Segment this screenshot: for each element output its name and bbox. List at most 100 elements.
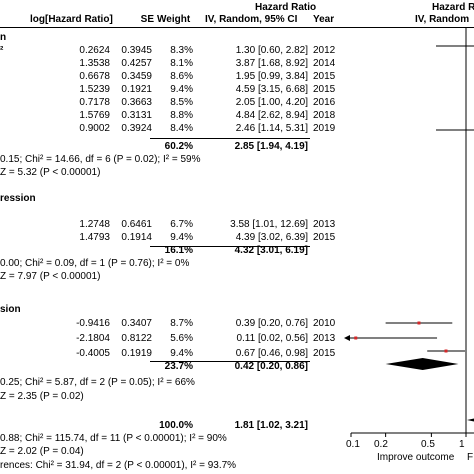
cell-se: 0.3663	[121, 97, 152, 108]
cell-log: 1.3538	[79, 58, 110, 69]
cell-log: 0.7178	[79, 97, 110, 108]
subtotal-rule	[150, 246, 310, 247]
cell-se: 0.3459	[121, 71, 152, 82]
overall-heterogeneity-text: 0.88; Chi² = 115.74, df = 11 (P < 0.0000…	[0, 433, 227, 444]
cell-weight: 8.8%	[170, 110, 193, 121]
cell-se: 0.3131	[121, 110, 152, 121]
cell-log: 0.6678	[79, 71, 110, 82]
cell-weight: 6.7%	[170, 219, 193, 230]
study-point	[417, 321, 421, 325]
group-title: sion	[0, 304, 21, 315]
cell-ci: 1.30 [0.60, 2.82]	[235, 45, 308, 56]
cell-year: 2016	[313, 97, 336, 108]
cell-weight: 8.6%	[170, 71, 193, 82]
cell-weight: 9.4%	[170, 84, 193, 95]
x-tick-label: 0.1	[346, 439, 360, 450]
cell-ci: 4.39 [3.02, 6.39]	[235, 232, 308, 243]
pooled-diamond	[385, 358, 459, 370]
hr-header-top: Hazard Ratio	[255, 2, 317, 13]
cell-log: 1.5239	[79, 84, 110, 95]
subtotal-ci: 0.42 [0.20, 0.86]	[234, 361, 308, 372]
x-tick-label: 0.5	[421, 439, 435, 450]
cell-se: 0.3945	[121, 45, 152, 56]
overall-effect-text: Z = 5.32 (P < 0.00001)	[0, 167, 101, 178]
cell-weight: 9.4%	[170, 348, 193, 359]
cell-log: -0.9416	[76, 318, 110, 329]
subtotal-weight: 60.2%	[164, 141, 193, 152]
cell-weight: 8.3%	[170, 45, 193, 56]
study-point	[444, 349, 448, 353]
cell-year: 2019	[313, 123, 336, 134]
col-weight: Weight	[157, 14, 191, 25]
subtotal-weight: 16.1%	[164, 245, 193, 256]
cell-ci: 4.59 [3.15, 6.68]	[235, 84, 308, 95]
cell-ci: 0.39 [0.20, 0.76]	[235, 318, 308, 329]
x-axis	[350, 28, 474, 437]
cell-year: 2015	[313, 71, 336, 82]
cell-se: 0.3924	[121, 123, 152, 134]
cell-log: -0.4005	[76, 348, 110, 359]
subtotal-ci: 2.85 [1.94, 4.19]	[234, 141, 308, 152]
cell-log: 0.9002	[79, 123, 110, 134]
cell-weight: 8.4%	[170, 123, 193, 134]
overall-weight: 100.0%	[159, 420, 193, 431]
cell-ci: 3.87 [1.68, 8.92]	[235, 58, 308, 69]
axis-label-left: Improve outcome	[377, 452, 455, 463]
subtotal-rule	[150, 138, 310, 139]
x-tick-label: 1	[459, 439, 465, 450]
overall-effect-text: Z = 2.02 (P = 0.04)	[0, 446, 84, 457]
cell-weight: 8.5%	[170, 97, 193, 108]
cell-log: 0.2624	[79, 45, 110, 56]
cell-year: 2014	[313, 58, 336, 69]
cell-weight: 8.7%	[170, 318, 193, 329]
cell-log: -2.1804	[76, 333, 110, 344]
cell-ci: 1.95 [0.99, 3.84]	[235, 71, 308, 82]
col-log-hr: log[Hazard Ratio]	[30, 14, 113, 25]
col-year: Year	[313, 14, 335, 25]
cell-se: 0.3407	[121, 318, 152, 329]
axis-label-right: F	[467, 452, 474, 463]
group-title: n	[0, 32, 7, 43]
pooled-diamond	[466, 418, 474, 422]
subgroup-differences-text: rences: Chi² = 31.94, df = 2 (P < 0.0000…	[0, 460, 237, 471]
cell-ci: 0.11 [0.02, 0.56]	[236, 333, 308, 344]
cell-se: 0.8122	[121, 333, 152, 344]
plot-marks	[344, 321, 474, 422]
study-point	[354, 336, 358, 340]
overall-effect-text: Z = 2.35 (P = 0.02)	[0, 391, 84, 402]
group-title: ression	[0, 193, 36, 204]
cell-year: 2018	[313, 110, 336, 121]
subtotal-ci: 4.32 [3.01, 6.19]	[234, 245, 308, 256]
header-rule	[0, 27, 474, 28]
cell-se: 0.1914	[121, 232, 152, 243]
cell-weight: 8.1%	[170, 58, 193, 69]
cell-se: 0.1919	[121, 348, 152, 359]
cell-year: 2015	[313, 232, 336, 243]
cell-ci: 3.58 [1.01, 12.69]	[230, 219, 308, 230]
overall-effect-text: Z = 7.97 (P < 0.00001)	[0, 271, 101, 282]
cell-weight: 9.4%	[170, 232, 193, 243]
cell-year: 2013	[313, 333, 336, 344]
cell-se: 0.4257	[121, 58, 152, 69]
col-se: SE	[140, 14, 154, 25]
cell-log: 1.2748	[79, 219, 110, 230]
cell-weight: 5.6%	[170, 333, 193, 344]
x-tick-label: 0.2	[374, 439, 388, 450]
col-ci: IV, Random, 95% CI	[205, 14, 298, 25]
heterogeneity-text: 0.25; Chi² = 5.87, df = 2 (P = 0.05); I²…	[0, 377, 195, 388]
heterogeneity-text: 0.15; Chi² = 14.66, df = 6 (P = 0.02); I…	[0, 154, 201, 165]
cell-ci: 0.67 [0.46, 0.98]	[235, 348, 308, 359]
group-subtitle: ²	[0, 45, 4, 56]
cell-ci: 4.84 [2.62, 8.94]	[235, 110, 308, 121]
cell-se: 0.1921	[121, 84, 152, 95]
cell-year: 2013	[313, 219, 336, 230]
plot-header-top: Hazard R	[432, 2, 474, 13]
cell-log: 1.4793	[79, 232, 110, 243]
cell-year: 2015	[313, 84, 336, 95]
overall-ci: 1.81 [1.02, 3.21]	[234, 420, 308, 431]
subtotal-rule	[150, 361, 310, 362]
cell-ci: 2.05 [1.00, 4.20]	[235, 97, 308, 108]
cell-year: 2015	[313, 348, 336, 359]
cell-year: 2012	[313, 45, 336, 56]
